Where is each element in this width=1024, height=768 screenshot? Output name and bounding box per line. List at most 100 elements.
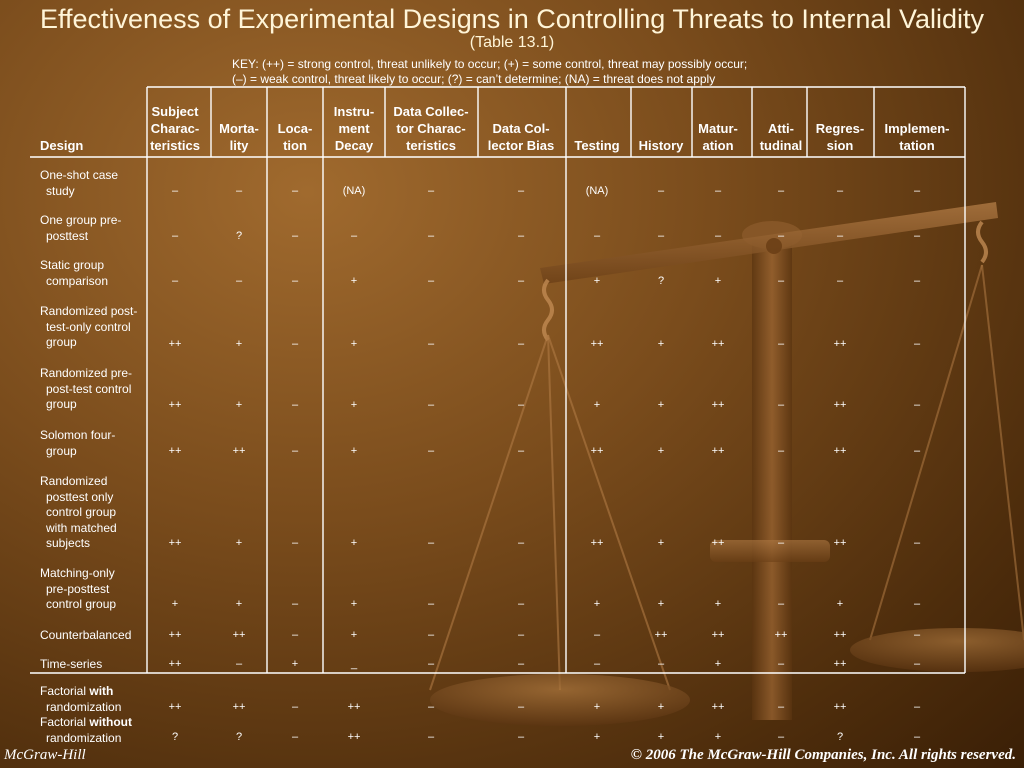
table-cell: + xyxy=(714,598,722,610)
column-header-line: tion xyxy=(283,138,307,153)
row-label-line: group xyxy=(46,443,77,458)
column-header: Loca-tion xyxy=(267,120,323,154)
column-header-line: teristics xyxy=(150,138,200,153)
table-cell: ++ xyxy=(833,537,847,549)
table-cell: – xyxy=(427,230,435,242)
row-label: Counterbalanced xyxy=(40,628,148,644)
table-cell: – xyxy=(836,275,844,287)
table-cell: – xyxy=(517,658,525,670)
table-cell: – xyxy=(291,230,299,242)
table-cell: – xyxy=(291,338,299,350)
copyright-notice: © 2006 The McGraw-Hill Companies, Inc. A… xyxy=(630,747,1016,763)
row-label-line: Factorial with xyxy=(40,684,114,698)
table-cell: – xyxy=(517,338,525,350)
row-label-line: study xyxy=(46,183,75,198)
slide-title: Effectiveness of Experimental Designs in… xyxy=(40,4,984,34)
table-cell: ++ xyxy=(168,537,182,549)
column-header-design: Design xyxy=(40,138,84,153)
table-cell: – xyxy=(427,275,435,287)
table-cell: – xyxy=(593,230,601,242)
slide-subtitle: (Table 13.1) xyxy=(469,34,555,51)
legend-key-line: KEY: (++) = strong control, threat unlik… xyxy=(232,57,748,71)
column-header-line: Regres- xyxy=(815,121,865,136)
table-cell: – xyxy=(517,731,525,743)
table-cell: + xyxy=(350,338,358,350)
table-cell: ++ xyxy=(590,537,604,549)
table-cell: – xyxy=(913,275,921,287)
row-label-line: Time-series xyxy=(40,657,103,671)
table-cell: – xyxy=(777,230,785,242)
row-label-line: One-shot case xyxy=(40,168,119,182)
table-cell: + xyxy=(291,658,299,670)
table-cell: – xyxy=(913,537,921,549)
table-cell: – xyxy=(913,701,921,713)
row-label-line: Static group xyxy=(40,258,105,272)
row-label-line: Solomon four- xyxy=(40,428,116,442)
row-label-line: control group xyxy=(46,505,117,519)
row-label-line: group xyxy=(46,335,77,349)
table-cell: – xyxy=(427,445,435,457)
table-cell: + xyxy=(350,629,358,641)
row-label-line: Randomized post- xyxy=(40,304,138,318)
table-cell: ++ xyxy=(168,658,182,670)
table-cell: – xyxy=(913,185,921,197)
table-cell: ? xyxy=(235,731,243,743)
table-cell: – xyxy=(517,629,525,641)
table-cell: + xyxy=(836,598,844,610)
row-label-line: group xyxy=(46,397,77,411)
row-label-line: randomization xyxy=(46,730,122,745)
table-cell: – xyxy=(291,629,299,641)
table-cell: – xyxy=(657,185,665,197)
table-cell: – xyxy=(427,338,435,350)
table-cell: ++ xyxy=(168,338,182,350)
column-header-line: Data Collec- xyxy=(393,104,469,119)
table-cell: – xyxy=(517,399,525,411)
column-header-line: Instru- xyxy=(333,104,375,119)
table-cell: – xyxy=(235,185,243,197)
table-cell: – xyxy=(427,629,435,641)
row-label: Time-series xyxy=(40,657,148,673)
table-cell: – xyxy=(777,445,785,457)
column-header-line: teristics xyxy=(406,138,456,153)
table-cell: – xyxy=(291,399,299,411)
table-cell: ++ xyxy=(711,399,725,411)
column-header-line: Charac- xyxy=(150,121,200,136)
table-cell: ++ xyxy=(833,338,847,350)
table-cell: – xyxy=(291,275,299,287)
column-header-line: Subject xyxy=(151,104,199,119)
table-cell: – xyxy=(913,338,921,350)
table-cell: – xyxy=(427,399,435,411)
table-cell: + xyxy=(657,445,665,457)
table-cell: – xyxy=(235,658,243,670)
table-cell: + xyxy=(235,399,243,411)
table-cell: ++ xyxy=(833,701,847,713)
table-cell: – xyxy=(777,701,785,713)
row-label-line: control group xyxy=(46,597,117,611)
table-cell: ++ xyxy=(774,629,788,641)
table-cell: ++ xyxy=(711,629,725,641)
table-cell: – xyxy=(171,185,179,197)
row-label-emphasis: with xyxy=(89,684,114,698)
table-cell: ++ xyxy=(711,537,725,549)
column-header: Instru-ment Decay xyxy=(323,103,385,154)
table-cell: + xyxy=(714,731,722,743)
table-cell: ++ xyxy=(168,701,182,713)
table-cell: + xyxy=(350,275,358,287)
table-cell: – xyxy=(777,598,785,610)
table-cell: + xyxy=(657,598,665,610)
table-cell: ++ xyxy=(168,629,182,641)
column-header: Matur-ation xyxy=(688,120,748,154)
row-label: Static group comparison xyxy=(40,258,148,289)
table-cell: – xyxy=(714,185,722,197)
table-cell: – xyxy=(291,701,299,713)
column-header-line: Data Col- xyxy=(492,121,550,136)
table-cell: – xyxy=(427,658,435,670)
table-cell: – xyxy=(517,598,525,610)
table-cell: ++ xyxy=(232,629,246,641)
column-header-line: Loca- xyxy=(277,121,313,136)
table-cell: – xyxy=(777,275,785,287)
table-cell: ? xyxy=(836,731,844,743)
column-header: Data Col-lector Bias xyxy=(477,120,565,154)
row-label-line: post-test control xyxy=(46,381,132,396)
